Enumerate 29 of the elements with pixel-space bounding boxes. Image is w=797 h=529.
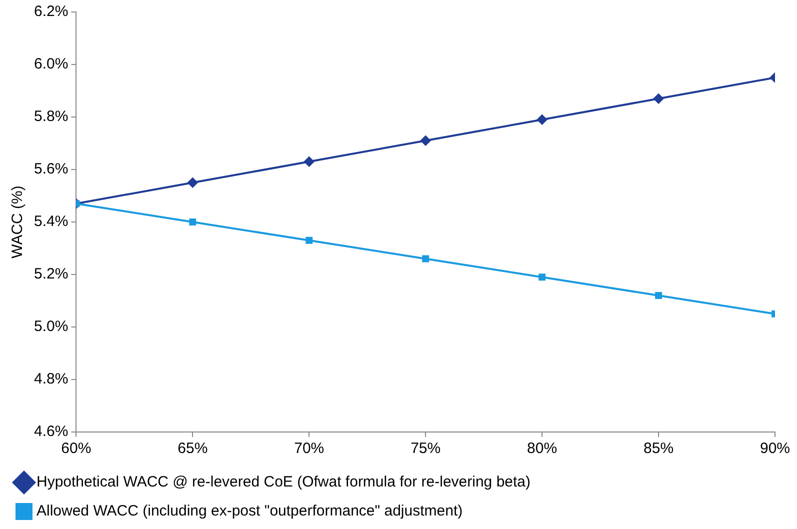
legend-label: Hypothetical WACC @ re-levered CoE (Ofwat formula for re-levering beta) (36, 474, 531, 491)
point (422, 255, 430, 262)
point (537, 114, 548, 125)
x-tick-label: 85% (644, 440, 674, 458)
y-tick-label: 5.4% (34, 213, 68, 230)
y-tick-label: 4.8% (34, 370, 68, 388)
y-tick-label: 5.2% (34, 266, 68, 283)
point (188, 178, 198, 188)
y-tick-label: 5.6% (34, 160, 68, 178)
point (654, 94, 664, 104)
y-tick-label: 5.0% (34, 318, 68, 336)
point (420, 136, 431, 146)
y-tick-label: 4.6% (34, 423, 68, 440)
x-tick-label: 60% (61, 440, 92, 458)
point (189, 218, 196, 226)
y-tick-label: 5.8% (34, 108, 68, 126)
y-tick-label: 6.0% (34, 56, 68, 73)
point (306, 236, 313, 244)
y-tick-label: 6.2% (34, 3, 68, 20)
point (304, 156, 314, 167)
y-axis-title: WACC (%) (9, 186, 26, 258)
legend-label: Allowed WACC (including ex-post "outperformance" adjustment) (36, 502, 463, 520)
x-tick-label: 65% (178, 440, 208, 458)
point (538, 274, 546, 281)
x-tick-label: 90% (760, 440, 790, 458)
point (655, 292, 662, 299)
x-tick-label: 75% (410, 440, 441, 458)
x-tick-label: 70% (294, 440, 324, 458)
x-tick-label: 80% (527, 440, 558, 458)
